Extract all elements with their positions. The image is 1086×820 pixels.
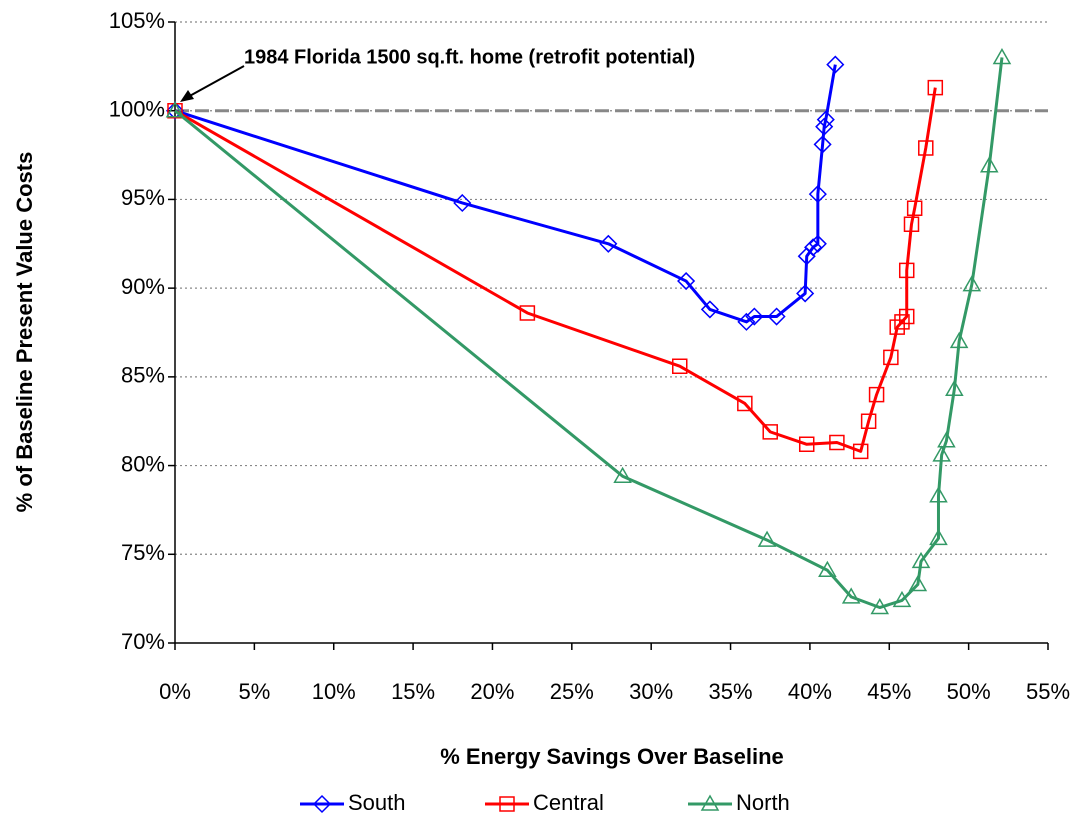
marker (798, 436, 815, 453)
marker (767, 307, 786, 326)
marker (852, 443, 869, 460)
series-line (174, 87, 937, 453)
marker (927, 79, 944, 96)
marker (804, 238, 823, 257)
marker (937, 431, 956, 448)
legend-marker (499, 796, 515, 812)
x-tick-label: 15% (391, 679, 435, 704)
marker (929, 528, 948, 546)
y-tick-label: 80% (121, 451, 165, 476)
marker (745, 307, 764, 326)
marker (796, 284, 815, 303)
x-tick-label: 5% (238, 679, 270, 704)
x-tick-label: 0% (159, 679, 191, 704)
annotation-arrow (185, 65, 245, 99)
y-tick-label: 95% (121, 185, 165, 210)
annotation: 1984 Florida 1500 sq.ft. home (retrofit … (244, 46, 695, 68)
marker (700, 300, 719, 319)
x-tick-label: 30% (629, 679, 673, 704)
y-tick-label: 75% (121, 540, 165, 565)
marker (929, 486, 948, 503)
y-tick-label: 100% (109, 97, 165, 122)
x-tick-label: 25% (550, 679, 594, 704)
legend-marker (700, 794, 720, 811)
marker (903, 216, 920, 233)
marker (945, 379, 964, 397)
marker (677, 271, 696, 291)
arrow-head (180, 90, 194, 102)
marker (870, 598, 890, 615)
marker (868, 386, 885, 403)
marker (883, 349, 899, 366)
legend-marker (312, 794, 332, 814)
marker (898, 262, 915, 279)
marker (906, 200, 923, 217)
marker (757, 530, 777, 547)
marker (892, 590, 912, 608)
series-line (174, 64, 837, 324)
marker (453, 193, 472, 213)
marker (979, 156, 999, 173)
x-tick-label: 40% (788, 679, 832, 704)
marker (613, 466, 632, 483)
x-tick-label: 20% (470, 679, 514, 704)
x-tick-label: 55% (1026, 679, 1070, 704)
marker (737, 395, 753, 412)
marker (165, 101, 185, 120)
x-axis-title: % Energy Savings Over Baseline (440, 744, 784, 769)
x-tick-label: 35% (709, 679, 753, 704)
marker (519, 305, 536, 321)
marker (762, 424, 778, 440)
series-line (174, 57, 1004, 610)
marker (932, 445, 951, 462)
marker (908, 574, 928, 592)
marker (841, 587, 861, 604)
marker (672, 358, 688, 374)
y-tick-label: 105% (109, 8, 165, 33)
legend-label: North (736, 790, 790, 815)
x-tick-label: 45% (867, 679, 911, 704)
y-tick-label: 70% (121, 629, 165, 654)
marker (813, 135, 832, 154)
marker (826, 55, 845, 74)
y-tick-label: 90% (121, 274, 165, 299)
y-axis-title: % of Baseline Present Value Costs (12, 152, 37, 513)
marker (992, 47, 1012, 65)
marker (860, 413, 877, 429)
marker (808, 234, 827, 253)
marker (165, 101, 185, 118)
marker (737, 312, 756, 331)
marker (911, 551, 931, 569)
marker (962, 275, 982, 292)
marker (949, 331, 969, 349)
marker (829, 434, 845, 451)
marker (894, 314, 910, 330)
x-tick-label: 50% (947, 679, 991, 704)
marker (599, 234, 618, 253)
legend-label: Central (533, 790, 604, 815)
marker (898, 308, 915, 325)
y-tick-label: 85% (121, 363, 165, 388)
marker (808, 185, 827, 204)
marker (816, 110, 835, 129)
x-tick-label: 10% (312, 679, 356, 704)
marker (918, 140, 934, 156)
legend-label: South (348, 790, 406, 815)
marker (818, 560, 837, 578)
